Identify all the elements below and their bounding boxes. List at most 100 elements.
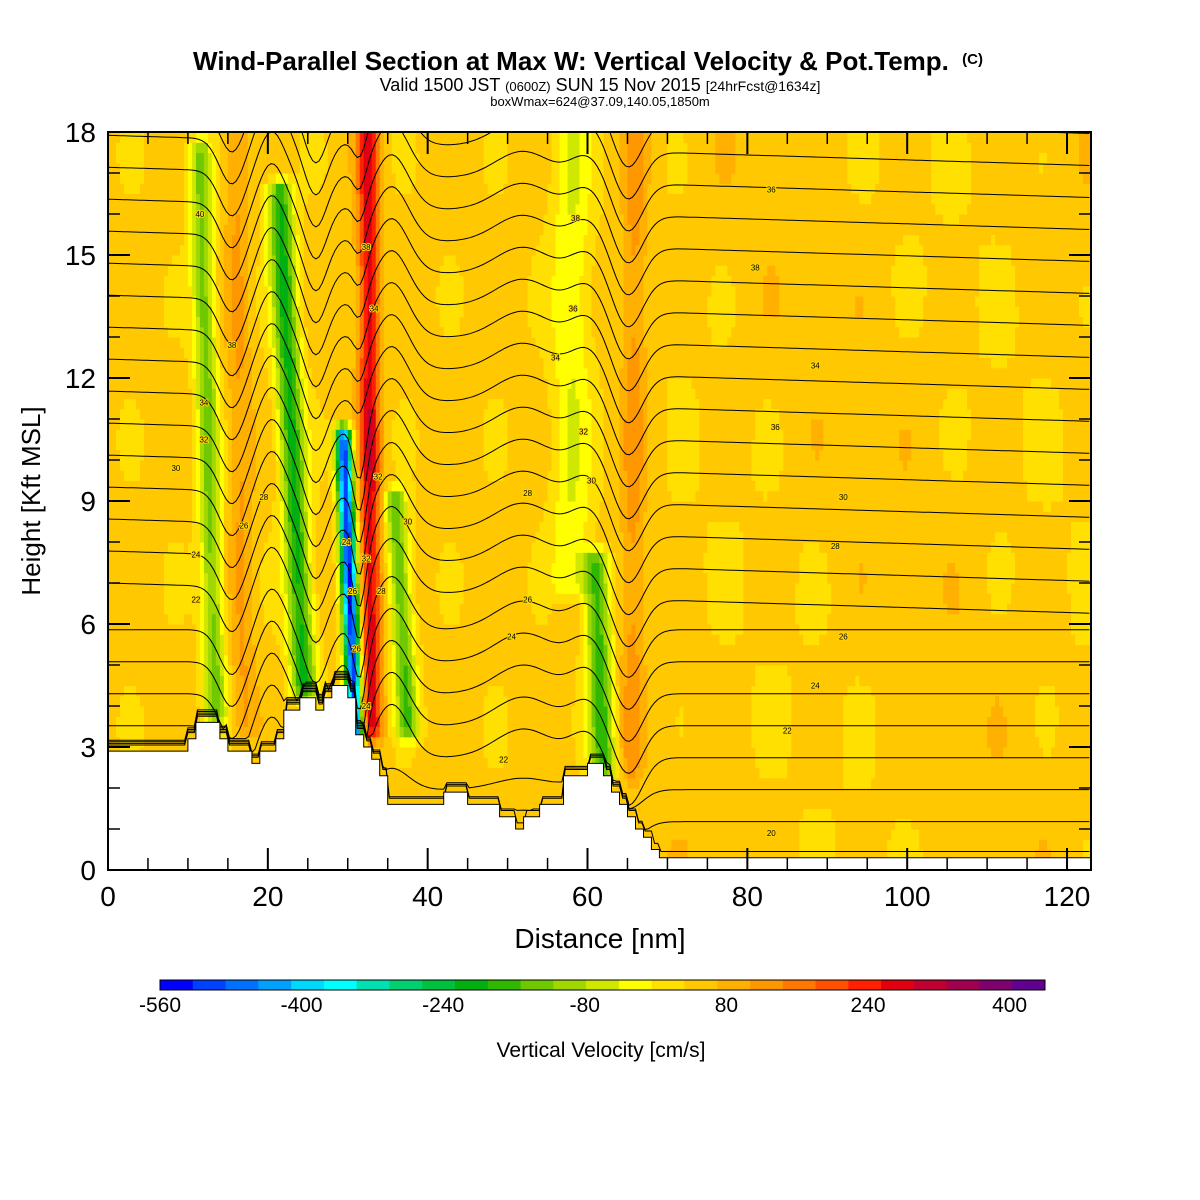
velocity-cell [231,162,237,174]
velocity-cell [243,562,249,574]
velocity-cell [139,429,145,441]
velocity-cell [215,132,221,143]
velocity-cell [359,132,365,143]
velocity-cell [143,439,149,451]
velocity-cell [175,521,181,533]
velocity-cell [227,583,233,594]
velocity-cell [183,562,189,574]
velocity-cell [335,490,341,502]
velocity-cell [371,224,377,236]
velocity-cell [243,285,249,297]
velocity-cell [167,378,173,389]
velocity-cell [108,224,113,236]
velocity-cell [379,132,385,143]
velocity-cell [331,285,337,297]
velocity-cell [291,244,297,256]
velocity-cell [171,501,177,512]
velocity-cell [167,203,173,215]
velocity-cell [135,583,141,594]
velocity-cell [143,460,149,471]
velocity-cell [351,378,357,389]
velocity-cell [139,562,145,574]
velocity-cell [323,552,329,564]
velocity-cell [359,398,365,410]
velocity-cell [175,480,181,492]
velocity-cell [355,275,361,287]
velocity-cell [219,173,225,184]
velocity-cell [235,675,241,687]
velocity-cell [219,726,225,738]
velocity-cell [203,162,209,174]
velocity-cell [115,337,121,348]
velocity-cell [275,695,281,707]
velocity-cell [331,347,337,359]
velocity-cell [171,357,177,369]
velocity-cell [199,203,205,215]
velocity-cell [371,480,377,492]
velocity-cell [271,316,277,328]
velocity-cell [108,347,113,359]
velocity-cell [231,726,237,738]
velocity-cell [243,624,249,635]
velocity-cell [187,603,193,615]
velocity-cell [235,665,241,676]
velocity-cell [215,296,221,307]
velocity-cell [367,367,373,379]
velocity-cell [323,255,329,266]
velocity-cell [331,460,337,471]
velocity-cell [351,326,357,338]
velocity-cell [127,665,133,676]
velocity-cell [375,275,381,287]
velocity-cell [127,449,133,461]
velocity-cell [323,654,329,666]
velocity-cell [295,152,301,164]
velocity-cell [147,193,153,205]
velocity-cell [307,285,313,297]
velocity-cell [279,634,285,646]
velocity-cell [251,583,257,594]
velocity-cell [235,572,241,584]
velocity-cell [183,511,189,523]
velocity-cell [191,716,197,728]
velocity-cell [235,326,241,338]
velocity-cell [279,675,285,687]
velocity-cell [147,296,153,307]
velocity-cell [331,419,337,430]
velocity-cell [251,367,257,379]
velocity-cell [211,511,217,523]
velocity-cell [315,460,321,471]
velocity-cell [135,306,141,318]
velocity-cell [167,142,173,154]
velocity-cell [175,562,181,574]
velocity-cell [343,583,349,594]
velocity-cell [115,542,121,553]
velocity-cell [363,408,369,420]
velocity-cell [243,460,249,471]
velocity-cell [227,173,233,184]
velocity-cell [367,203,373,215]
velocity-cell [331,337,337,348]
velocity-cell [115,152,121,164]
velocity-cell [243,419,249,430]
velocity-cell [112,347,117,359]
velocity-cell [195,716,201,728]
velocity-cell [315,306,321,318]
velocity-cell [263,501,269,512]
velocity-cell [255,511,261,523]
velocity-cell [223,634,229,646]
velocity-cell [211,665,217,676]
velocity-cell [367,214,373,225]
velocity-cell [335,183,341,195]
velocity-cell [331,162,337,174]
velocity-cell [291,562,297,574]
velocity-cell [179,490,185,502]
velocity-cell [291,357,297,369]
velocity-cell [255,542,261,553]
velocity-cell [187,706,193,717]
velocity-cell [231,552,237,564]
velocity-cell [331,357,337,369]
velocity-cell [323,132,329,143]
velocity-cell [199,388,205,400]
velocity-cell [283,347,289,359]
velocity-cell [179,613,185,625]
